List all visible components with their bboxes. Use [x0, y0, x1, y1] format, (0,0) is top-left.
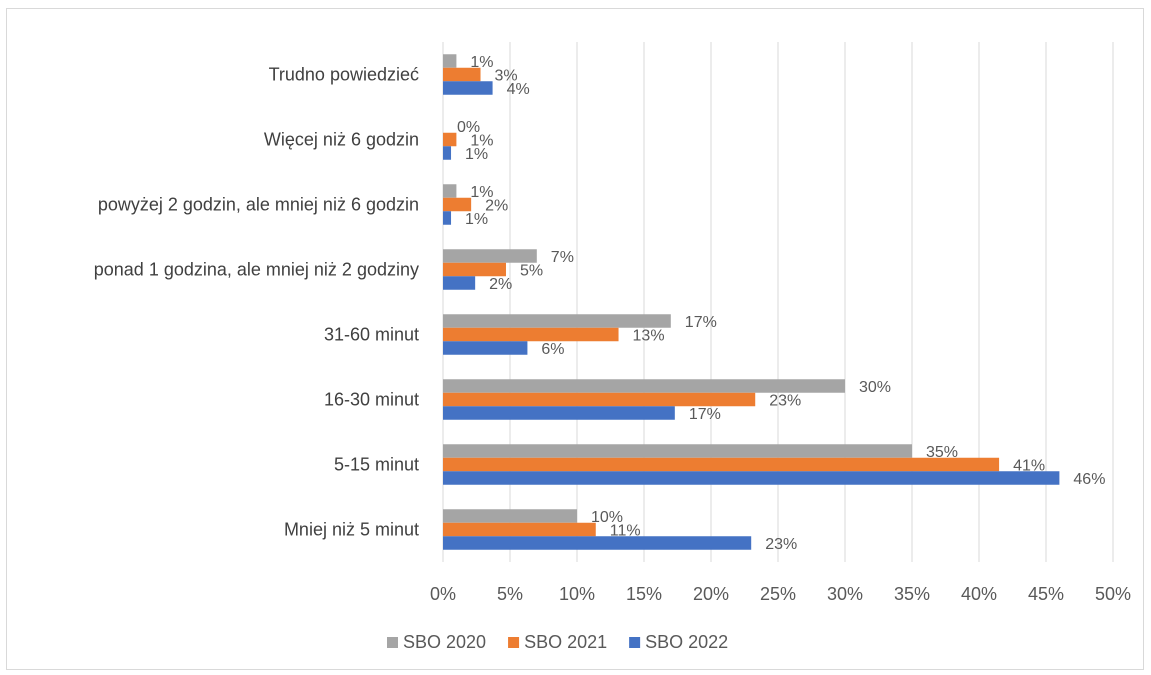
category-label: ponad 1 godzina, ale mniej niż 2 godziny: [94, 260, 419, 280]
bar-sbo-2022: [443, 276, 476, 290]
category-label: Mniej niż 5 minut: [284, 520, 419, 540]
data-label: 23%: [769, 393, 801, 410]
data-label: 1%: [465, 146, 488, 163]
x-tick-label: 50%: [1095, 584, 1131, 604]
bar-sbo-2020: [443, 54, 457, 68]
bar-sbo-2021: [443, 457, 1000, 472]
data-label: 4%: [507, 81, 530, 98]
x-tick-label: 30%: [827, 584, 863, 604]
bar-sbo-2020: [443, 444, 912, 458]
bar-sbo-2021: [443, 67, 481, 82]
legend: SBO 2020 SBO 2021 SBO 2022: [387, 632, 728, 652]
legend-label: SBO 2020: [403, 632, 486, 652]
bar-sbo-2022: [443, 406, 675, 420]
category-label: 16-30 minut: [324, 390, 419, 410]
bar-sbo-2021: [443, 522, 596, 537]
bar-sbo-2022: [443, 341, 528, 355]
data-label: 0%: [457, 119, 480, 136]
bar-sbo-2020: [443, 184, 457, 198]
bar-sbo-2021: [443, 197, 472, 212]
data-label: 1%: [470, 133, 493, 150]
bar-sbo-2022: [443, 81, 493, 95]
x-tick-label: 10%: [559, 584, 595, 604]
category-labels: Mniej niż 5 minut 5-15 minut 16-30 minut 31…: [94, 65, 419, 540]
bars: [443, 54, 1060, 550]
data-label: 7%: [551, 249, 574, 266]
data-label: 2%: [489, 276, 512, 293]
x-axis-ticks: 0% 5% 10% 15% 20% 25% 30% 35% 40% 45% 50%: [430, 584, 1131, 604]
data-label: 1%: [470, 184, 493, 201]
data-label: 46%: [1073, 471, 1105, 488]
data-label: 30%: [859, 379, 891, 396]
legend-swatch: [629, 637, 641, 648]
x-tick-label: 0%: [430, 584, 456, 604]
bar-sbo-2021: [443, 262, 506, 277]
category-label: Więcej niż 6 godzin: [264, 130, 419, 150]
bar-sbo-2022: [443, 536, 752, 550]
data-label: 23%: [765, 536, 797, 553]
data-label: 35%: [926, 444, 958, 461]
category-label: 31-60 minut: [324, 325, 419, 345]
bar-sbo-2021: [443, 327, 619, 342]
legend-label: SBO 2022: [645, 632, 728, 652]
category-label: Trudno powiedzieć: [269, 65, 419, 85]
x-tick-label: 35%: [894, 584, 930, 604]
bar-sbo-2022: [443, 146, 452, 160]
x-tick-label: 5%: [497, 584, 523, 604]
data-label: 5%: [520, 263, 543, 280]
bar-sbo-2022: [443, 471, 1060, 485]
category-label: 5-15 minut: [334, 455, 419, 475]
bar-sbo-2020: [443, 379, 845, 393]
data-label: 13%: [633, 328, 665, 345]
x-tick-label: 20%: [693, 584, 729, 604]
bar-sbo-2021: [443, 132, 457, 147]
x-tick-label: 25%: [760, 584, 796, 604]
bar-sbo-2022: [443, 211, 452, 225]
data-label: 11%: [610, 523, 641, 540]
data-label: 10%: [591, 509, 623, 526]
data-label: 17%: [689, 406, 721, 423]
legend-swatch: [508, 637, 520, 648]
bar-sbo-2020: [443, 509, 577, 523]
x-tick-label: 40%: [961, 584, 997, 604]
data-label: 1%: [470, 54, 493, 71]
bar-sbo-2020: [443, 314, 671, 328]
legend-label: SBO 2021: [524, 632, 607, 652]
data-label: 3%: [495, 68, 518, 85]
data-label: 6%: [541, 341, 564, 358]
data-label: 1%: [465, 211, 488, 228]
bar-sbo-2021: [443, 392, 756, 407]
data-label: 2%: [485, 198, 508, 215]
data-label: 17%: [685, 314, 717, 331]
data-label: 41%: [1013, 458, 1045, 475]
legend-swatch: [387, 637, 398, 648]
bar-sbo-2020: [443, 249, 537, 263]
category-label: powyżej 2 godzin, ale mniej niż 6 godzin: [98, 195, 419, 215]
data-labels: 10%11% 23% 35% 41% 46% 30% 23% 17% 17% 13% 6% 7% 5% 2…: [457, 54, 1105, 553]
x-tick-label: 45%: [1028, 584, 1064, 604]
x-tick-label: 15%: [626, 584, 662, 604]
